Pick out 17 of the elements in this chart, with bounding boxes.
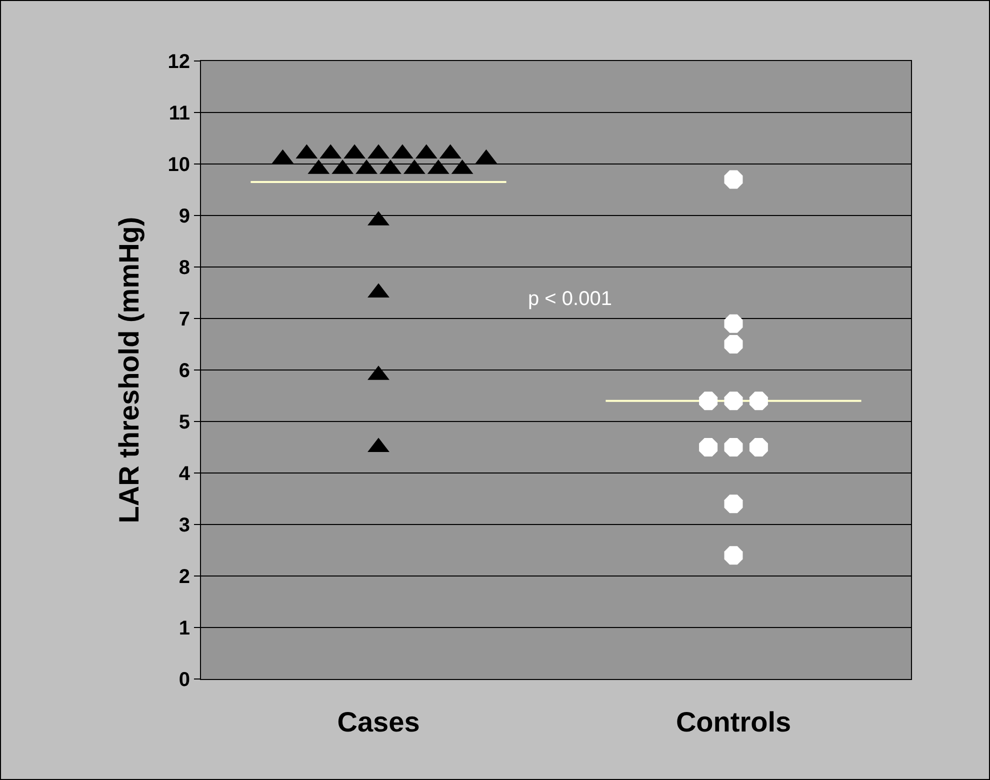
y-tick-label: 4 (178, 463, 191, 485)
y-tick-label: 11 (168, 102, 190, 124)
y-tick-label: 8 (178, 257, 190, 279)
x-tick-label: Controls (676, 706, 792, 738)
y-axis-title: LAR threshold (mmHg) (113, 216, 144, 524)
x-tick-label: Cases (337, 706, 420, 738)
y-tick-label: 7 (178, 308, 190, 330)
y-tick-label: 5 (178, 412, 190, 434)
y-tick-label: 6 (178, 360, 190, 382)
y-tick-label: 0 (178, 669, 190, 691)
y-tick-label: 9 (178, 206, 190, 228)
y-tick-label: 12 (168, 51, 190, 73)
y-tick-label: 3 (178, 514, 190, 536)
y-tick-label: 10 (168, 154, 190, 176)
annotation: p < 0.001 (528, 288, 612, 310)
y-tick-label: 1 (178, 618, 190, 640)
y-tick-label: 2 (178, 566, 190, 588)
